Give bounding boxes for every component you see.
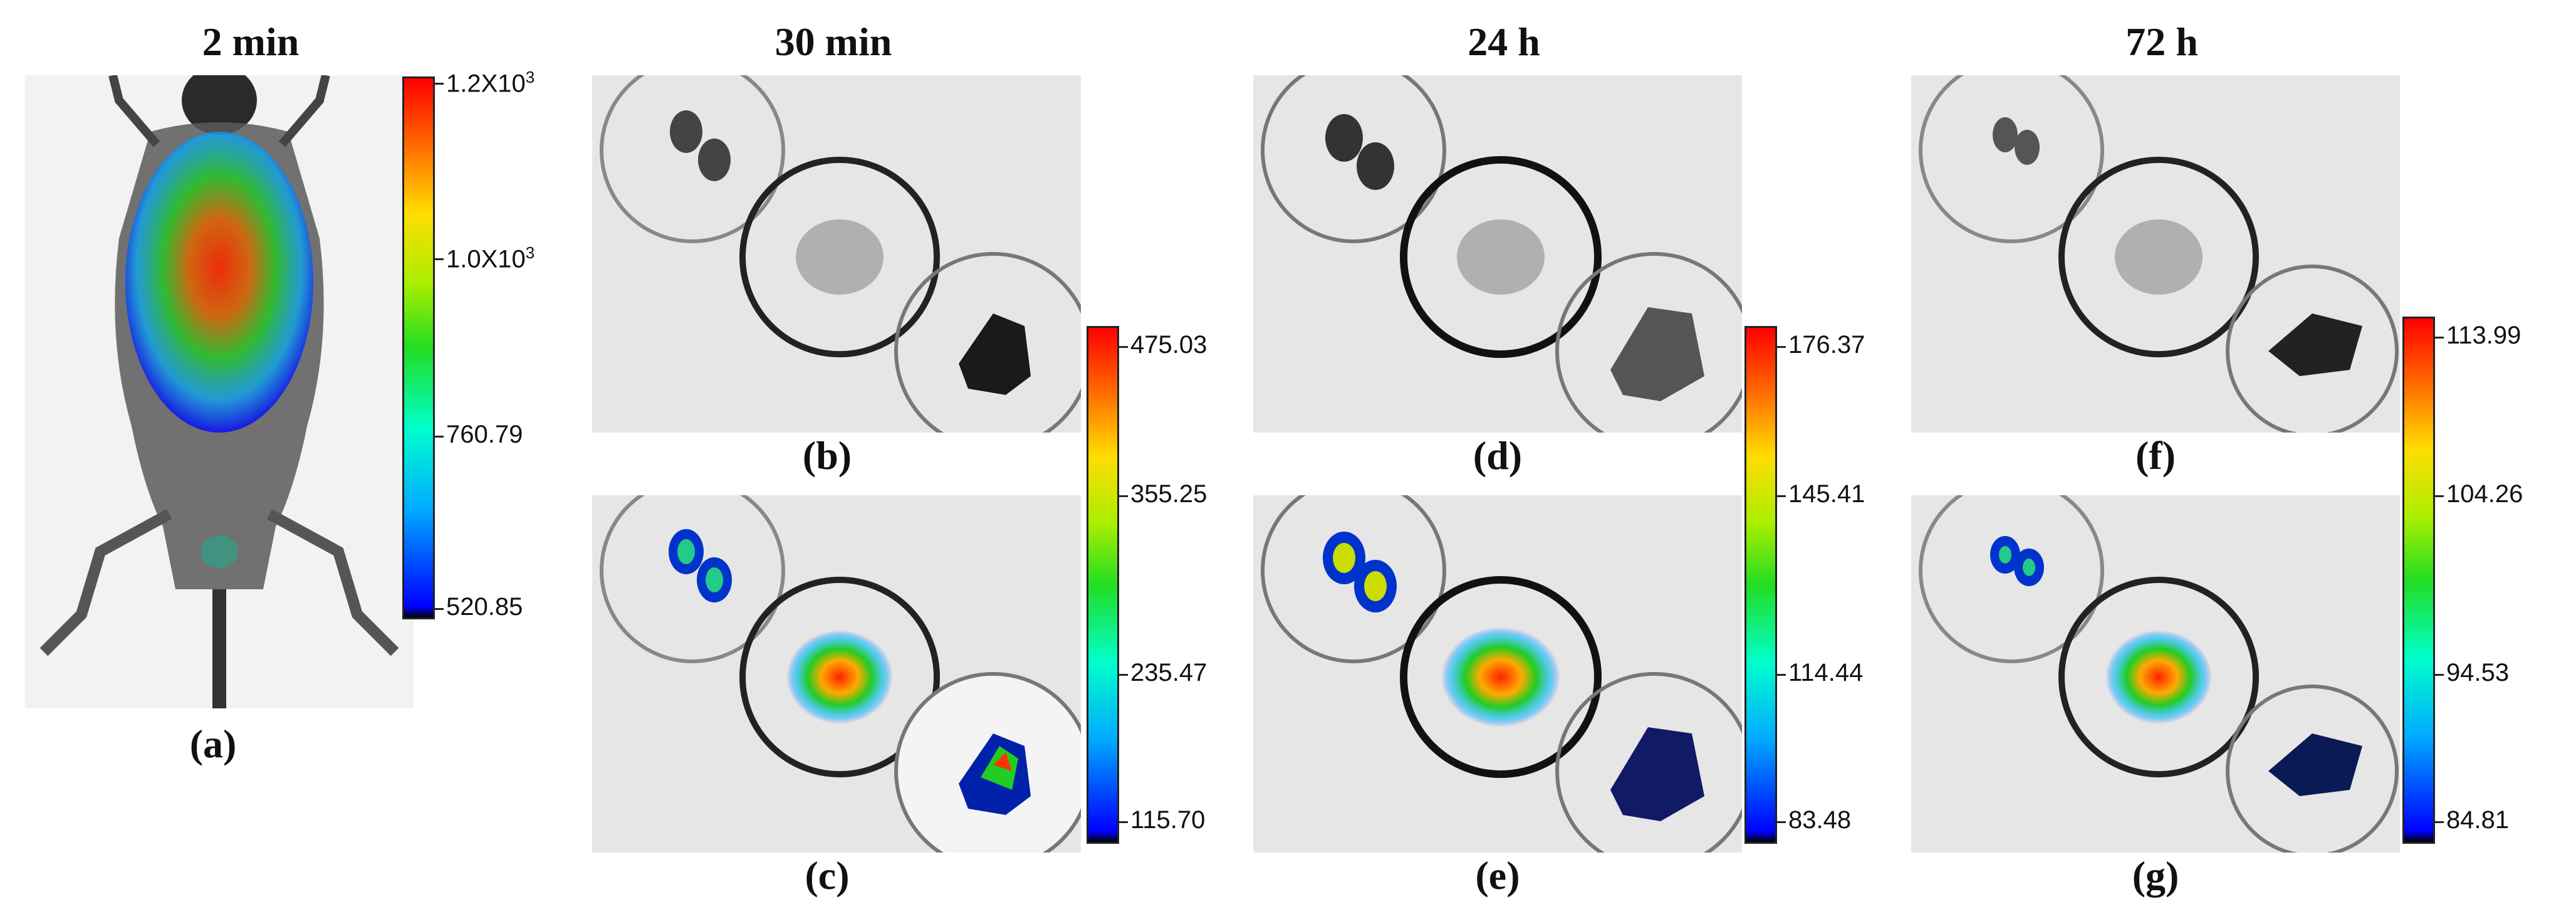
title-2min: 2 min [202,19,300,64]
panel-e-organs-fluorescence [1253,495,1742,853]
panel-d-organs-photo [1253,75,1742,433]
colorbar-de-tick-0: 176.37 [1788,331,1865,359]
caption-f: (f) [2135,433,2176,478]
title-24h: 24 h [1468,19,1540,64]
caption-g: (g) [2132,853,2179,898]
colorbar-a-tick-mid1: 1.0X103 [446,243,535,273]
colorbar-bc [1087,326,1119,844]
caption-a: (a) [189,722,237,766]
colorbar-bc-tick-2: 235.47 [1130,659,1207,686]
colorbar-fg-tick-2: 94.53 [2446,659,2510,686]
colorbar-de-tick-1: 145.41 [1788,480,1865,508]
colorbar-a-tick-top: 1.2X103 [446,68,535,98]
panel-f-organs-photo [1911,75,2400,433]
colorbar-de-tick-2: 114.44 [1788,659,1864,686]
colorbar-a-tick-mid2: 760.79 [446,421,523,448]
colorbar-a-tick-bottom: 520.85 [446,593,523,621]
colorbar-bc-tick-3: 115.70 [1130,806,1206,834]
colorbar-fg [2402,317,2435,844]
panel-g-organs-fluorescence [1911,495,2400,853]
colorbar-a [402,76,435,619]
colorbar-bc-tick-0: 475.03 [1130,331,1207,359]
caption-b: (b) [802,433,852,478]
title-72h: 72 h [2125,19,2198,64]
caption-e: (e) [1475,853,1520,898]
panel-b-organs-photo [592,75,1081,433]
colorbar-fg-tick-3: 84.81 [2446,806,2510,834]
colorbar-de-tick-3: 83.48 [1788,806,1852,834]
colorbar-fg-tick-0: 113.99 [2446,322,2521,349]
title-30min: 30 min [774,19,892,64]
caption-c: (c) [805,853,850,898]
colorbar-bc-tick-1: 355.25 [1130,480,1207,508]
panel-a-mouse-image [25,75,414,708]
colorbar-de [1744,326,1777,844]
panel-c-organs-fluorescence [592,495,1081,853]
colorbar-fg-tick-1: 104.26 [2446,480,2523,508]
caption-d: (d) [1473,433,1523,478]
